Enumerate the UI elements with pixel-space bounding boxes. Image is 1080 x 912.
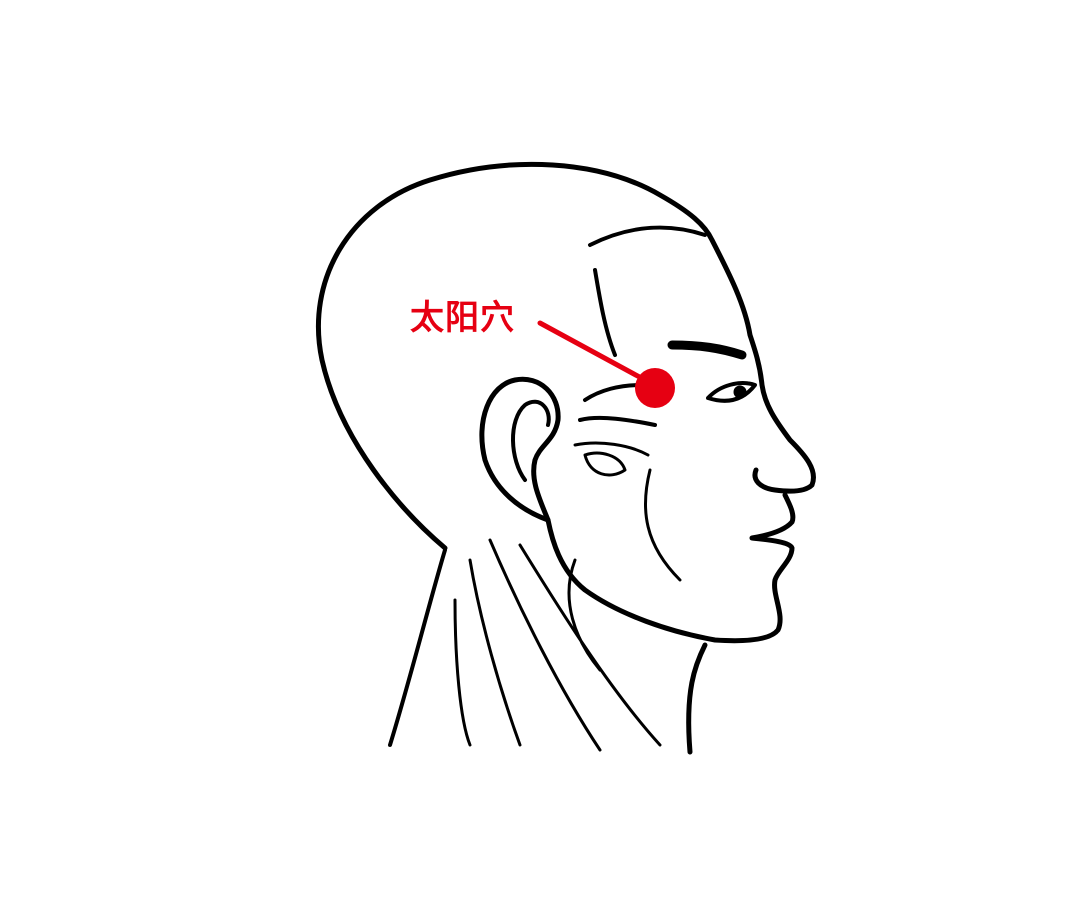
neck-back	[388, 548, 447, 747]
eye	[706, 381, 757, 403]
jaw-muscle	[573, 441, 650, 477]
ear-outline	[479, 376, 561, 523]
ear-inner	[511, 399, 551, 482]
neck-front	[686, 642, 708, 755]
pointer-line	[537, 320, 648, 383]
hair-strokes	[578, 225, 707, 427]
pupil	[733, 385, 747, 399]
cheek-line	[644, 468, 682, 582]
face-lower-outline	[545, 492, 796, 644]
acupoint-label: 太阳穴	[410, 298, 515, 338]
neck-muscles	[453, 538, 662, 752]
taiyang-acupoint-marker	[635, 368, 675, 408]
skull-outline	[315, 161, 816, 551]
eyebrow	[667, 340, 747, 360]
